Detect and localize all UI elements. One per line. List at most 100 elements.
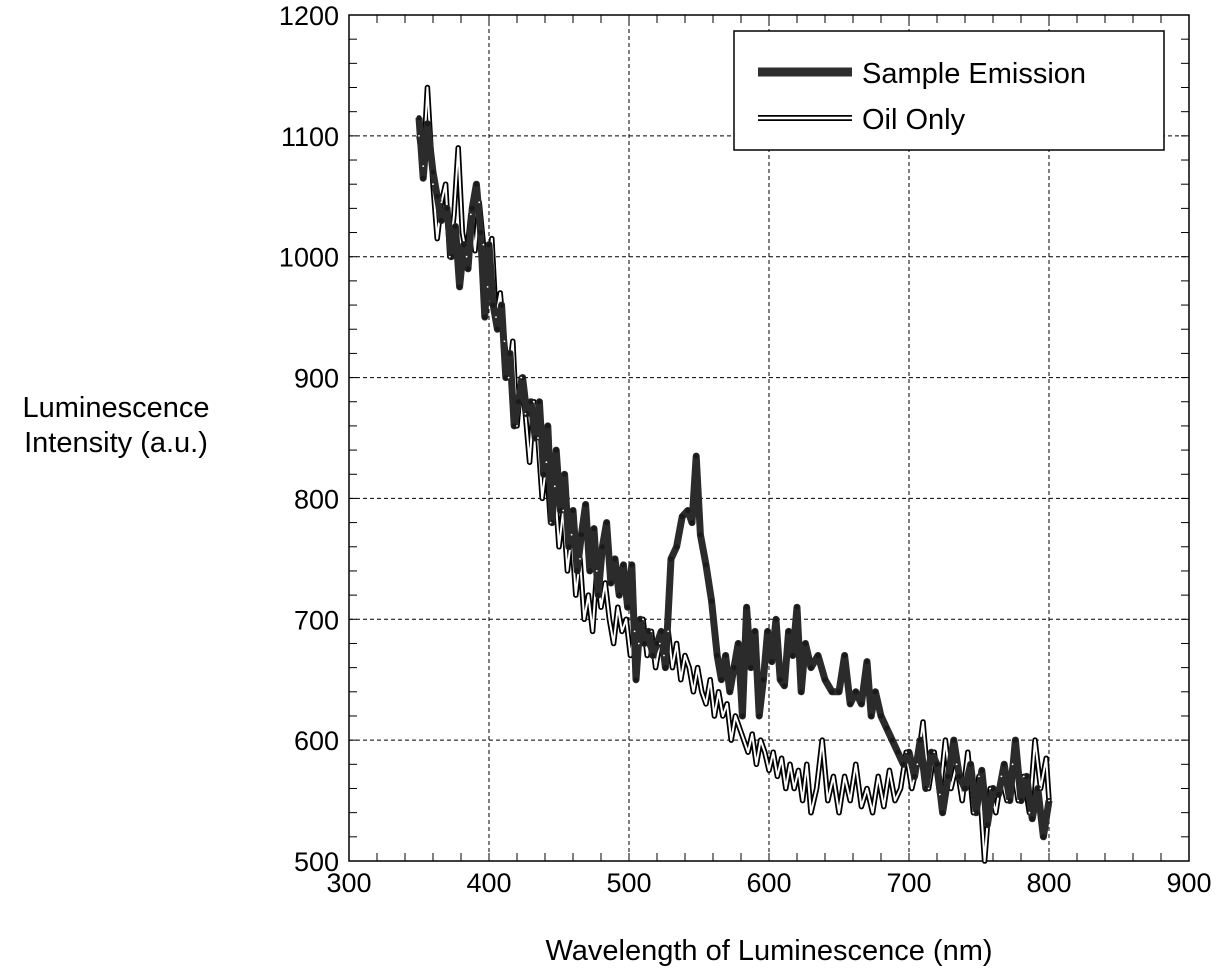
oil-only-point — [440, 201, 443, 204]
oil-only-point — [654, 666, 657, 669]
sample-emission-point — [578, 532, 585, 538]
oil-only-point — [418, 135, 420, 137]
oil-only-point — [692, 690, 695, 693]
oil-only-point — [432, 183, 434, 186]
sample-emission-point — [868, 713, 874, 719]
y-tick-label: 900 — [294, 364, 339, 394]
sample-emission-point — [752, 628, 758, 635]
legend-label-sample-emission: Sample Emission — [862, 58, 1086, 90]
oil-only-point — [705, 703, 707, 705]
sample-emission-point — [438, 217, 444, 224]
oil-only-point — [595, 570, 598, 572]
sample-emission-point — [490, 302, 496, 308]
oil-only-point — [933, 751, 936, 754]
sample-emission-point — [836, 689, 842, 695]
oil-only-point — [520, 376, 523, 379]
oil-only-point — [734, 715, 737, 717]
sample-emission-point — [557, 507, 564, 514]
sample-emission-point — [956, 773, 963, 780]
sample-emission-point — [434, 193, 440, 199]
oil-only-point — [751, 733, 754, 735]
sample-emission-point — [662, 665, 669, 671]
oil-only-point — [675, 642, 678, 645]
oil-only-point — [667, 630, 670, 633]
sample-emission-point — [486, 242, 492, 248]
sample-emission-point — [773, 616, 779, 622]
oil-only-point — [801, 799, 804, 802]
oil-only-point — [905, 751, 908, 754]
oil-only-point — [511, 340, 514, 343]
sample-emission-point — [668, 556, 674, 562]
sample-emission-point — [858, 701, 865, 707]
oil-only-point — [966, 751, 969, 754]
y-axis-title-line-2: Intensity (a.u.) — [24, 427, 208, 459]
x-tick-label: 300 — [326, 868, 371, 898]
sample-emission-point — [769, 659, 775, 665]
sample-emission-point — [457, 284, 463, 290]
oil-only-point — [448, 255, 451, 258]
oil-only-point — [516, 425, 518, 427]
oil-only-point — [894, 799, 896, 802]
oil-only-point — [482, 243, 485, 246]
oil-only-point — [604, 582, 607, 584]
oil-only-point — [955, 763, 958, 766]
sample-emission-point — [503, 375, 509, 381]
sample-emission-point — [872, 689, 879, 695]
sample-emission-point — [616, 592, 622, 598]
oil-only-point — [426, 86, 429, 89]
sample-emission-point — [917, 737, 923, 743]
sample-emission-point — [786, 628, 792, 635]
sample-emission-point — [448, 254, 454, 260]
oil-only-point — [700, 690, 703, 693]
sample-emission-point — [1040, 834, 1046, 840]
oil-only-point — [916, 763, 919, 766]
sample-emission-point — [424, 121, 430, 127]
oil-only-point — [436, 237, 439, 240]
oil-only-point — [860, 805, 863, 808]
sample-emission-point — [461, 242, 467, 248]
legend-box — [733, 30, 1165, 151]
oil-only-point — [637, 642, 640, 645]
grid-lines — [349, 15, 1189, 861]
oil-only-point — [495, 316, 497, 318]
oil-only-point — [696, 666, 699, 669]
oil-only-point — [558, 545, 560, 548]
sample-emission-point — [748, 665, 754, 671]
oil-only-point — [474, 249, 476, 252]
oil-only-point — [784, 787, 787, 790]
sample-emission-point — [444, 205, 450, 211]
oil-only-point — [663, 654, 665, 657]
sample-emission-point — [709, 598, 715, 604]
sample-emission-point — [452, 223, 458, 230]
sample-emission-point — [689, 520, 695, 526]
oil-only-point — [1039, 787, 1042, 790]
sample-emission-point — [511, 423, 517, 429]
sample-emission-point — [731, 665, 737, 671]
sample-emission-point — [674, 544, 680, 550]
sample-emission-point — [545, 423, 551, 429]
oil-only-point — [927, 787, 930, 790]
sample-emission-point — [420, 175, 426, 181]
sample-emission-point — [923, 785, 929, 792]
sample-emission-point — [718, 677, 725, 683]
sample-emission-point — [1024, 773, 1030, 780]
sample-emission-point — [714, 652, 720, 659]
sample-emission-point — [583, 501, 589, 508]
sample-emission-point — [1007, 798, 1013, 804]
y-tick-label: 1000 — [279, 243, 339, 273]
oil-only-point — [658, 642, 661, 645]
y-axis-title-line-1: Luminescence — [23, 392, 210, 424]
oil-only-point — [978, 775, 980, 778]
sample-emission-point — [895, 749, 901, 755]
oil-only-point — [961, 799, 964, 802]
oil-only-point — [838, 811, 840, 814]
oil-only-point — [730, 739, 733, 741]
sample-emission-point — [574, 568, 580, 574]
oil-only-point — [877, 775, 880, 778]
oil-only-point — [763, 751, 766, 754]
sample-emission-point — [984, 822, 991, 828]
sample-emission-point — [1012, 737, 1019, 743]
sample-emission-point — [808, 665, 814, 671]
oil-only-point — [532, 400, 535, 403]
